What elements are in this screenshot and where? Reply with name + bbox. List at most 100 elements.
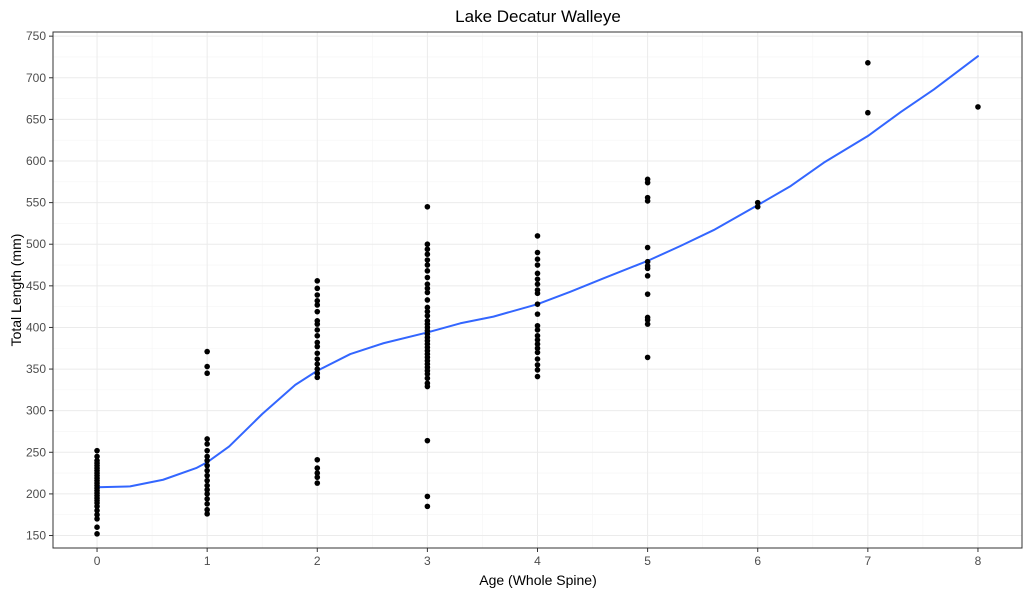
data-point [534,367,541,373]
data-point [204,501,210,507]
data-point [204,491,210,497]
data-point [534,341,541,347]
y-axis: 150 200 250 300 350 400 450 500 550 600 650 700 750 [26,29,53,543]
data-point [424,274,431,281]
data-point [204,370,210,377]
data-point [424,371,431,377]
data-point [204,447,210,454]
data-point [94,447,100,454]
x-tick-label: 1 [204,554,211,568]
data-point [865,59,871,66]
data-points [94,59,981,537]
data-point [314,361,321,367]
x-tick-label: 7 [864,554,871,568]
data-point [314,356,321,362]
data-point [534,345,541,352]
data-point [644,179,651,186]
x-tick-label: 4 [534,554,541,568]
data-point [424,289,431,296]
trend-line [96,55,979,489]
y-tick-label: 550 [26,196,46,210]
x-tick-label: 5 [644,554,651,568]
x-tick-label: 0 [94,554,101,568]
data-point [644,321,651,327]
data-point [534,332,541,339]
data-point [314,374,321,381]
y-tick-label: 250 [26,445,46,459]
data-point [534,322,541,329]
data-point [314,308,321,315]
data-point [424,304,431,311]
data-point [754,199,761,206]
y-tick-label: 350 [26,362,46,376]
data-point [204,436,210,442]
data-point [424,493,431,500]
x-tick-label: 8 [975,554,982,568]
data-point [534,311,541,317]
data-point [94,511,100,518]
data-point [644,198,651,204]
data-point [534,256,541,263]
data-point [314,278,321,284]
data-point [534,276,541,282]
x-tick-label: 2 [314,554,321,568]
data-point [424,241,431,248]
data-point [424,285,431,292]
y-tick-label: 750 [26,29,46,43]
data-point [534,337,541,343]
data-point [424,503,431,510]
data-point [94,516,100,522]
data-point [204,348,210,355]
y-tick-label: 450 [26,279,46,293]
y-tick-label: 300 [26,404,46,418]
data-point [644,258,651,265]
data-point [314,285,321,292]
data-point [314,350,321,357]
data-point [424,437,431,444]
y-tick-label: 500 [26,237,46,251]
data-point [204,477,210,484]
data-point [534,270,541,277]
y-tick-label: 700 [26,71,46,85]
data-point [424,203,431,210]
y-tick-label: 150 [26,529,46,543]
data-point [314,343,321,350]
data-point [314,470,321,476]
data-point [94,503,100,510]
data-point [204,486,210,493]
data-point [644,273,651,279]
data-point [314,292,321,298]
y-tick-label: 200 [26,487,46,501]
data-point [204,511,210,517]
data-point [94,453,100,460]
data-point [204,453,210,460]
data-point [534,233,541,239]
data-point [204,467,210,474]
data-point [94,531,100,537]
y-axis-title: Total Length (mm) [8,234,24,347]
data-point [424,297,431,303]
data-point [314,456,321,463]
data-point [424,268,431,274]
data-point [314,366,321,372]
data-point [314,332,321,339]
data-point [94,524,100,530]
x-tick-label: 6 [754,554,761,568]
x-axis: 0 1 2 3 4 5 6 7 8 [94,548,982,568]
data-point [534,327,541,333]
data-point [204,496,210,502]
data-point [975,104,981,110]
data-point [534,349,541,356]
data-point [204,363,210,370]
data-point [94,507,100,514]
data-point [865,109,871,116]
y-tick-label: 650 [26,112,46,126]
data-point [314,298,321,304]
data-point [424,375,431,382]
x-tick-label: 3 [424,554,431,568]
data-point [424,383,431,390]
data-point [534,362,541,368]
smooth-trend-line [96,55,979,489]
